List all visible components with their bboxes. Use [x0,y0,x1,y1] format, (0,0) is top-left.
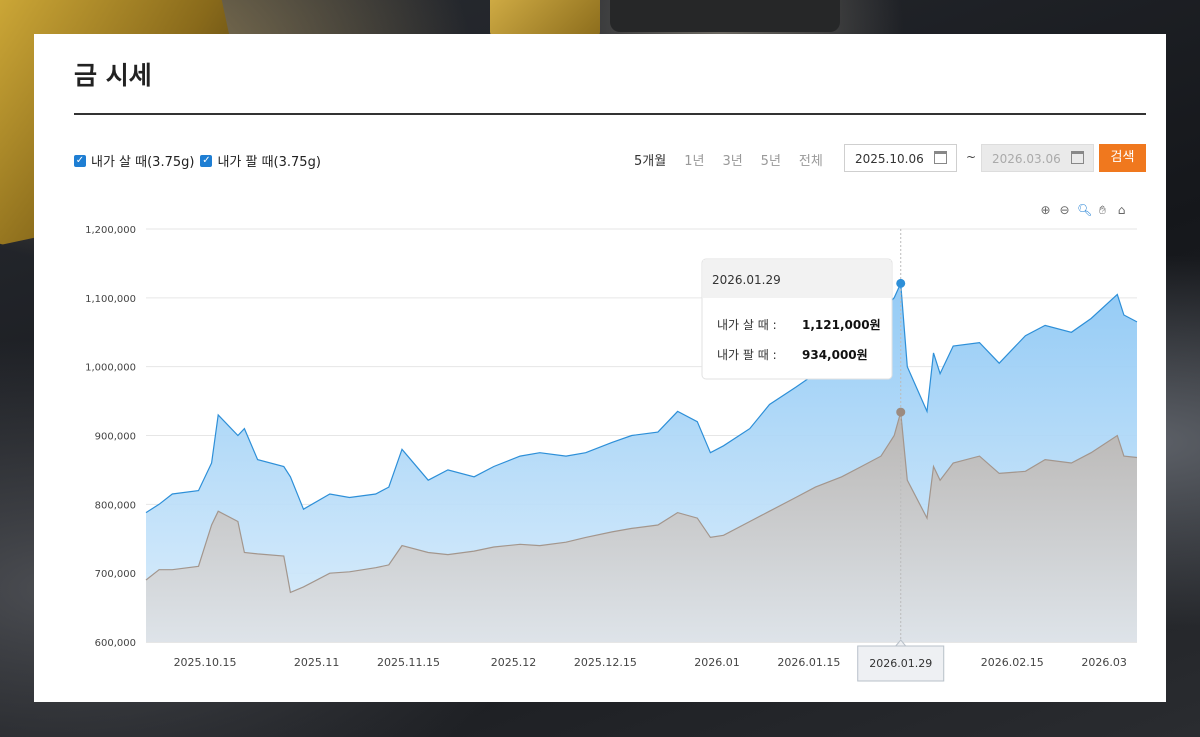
crosshair-label: 2026.01.29 [869,657,932,670]
y-tick-label: 1,200,000 [85,225,136,236]
x-tick-label: 2026.01 [694,656,740,669]
pan-hand-icon[interactable]: ✋︎ [1099,203,1106,217]
date-from-input[interactable]: 2025.10.06 [844,144,957,172]
y-tick-label: 1,100,000 [85,294,136,305]
date-to-input[interactable]: 2026.03.06 [981,144,1094,172]
tooltip-value: 1,121,000원 [802,318,881,332]
range-tab[interactable]: 3년 [722,154,743,169]
range-tab[interactable]: 전체 [798,154,823,169]
zoom-out-icon[interactable]: ⊖ [1059,203,1070,217]
legend-buy[interactable]: ✓ 내가 살 때(3.75g) [74,151,194,170]
y-tick-label: 700,000 [95,569,136,580]
date-separator: ~ [966,150,977,164]
chart-toolbar: ⊕ ⊖ 🔍︎ ✋︎ ⌂ [1039,204,1128,217]
magnifier-icon[interactable]: 🔍︎ [1077,203,1093,217]
calendar-icon[interactable] [1071,151,1084,164]
x-tick-label: 2025.11.15 [377,656,440,669]
sell-checkbox[interactable]: ✓ [200,154,213,167]
x-tick-label: 2025.12 [491,656,537,669]
x-tick-label: 2026.03 [1081,656,1127,669]
sell-point-marker [896,407,906,417]
y-tick-label: 1,000,000 [85,363,136,374]
title-divider [74,113,1146,115]
buy-series-line [145,283,1138,514]
series-legend: ✓ 내가 살 때(3.75g) ✓ 내가 팔 때(3.75g) [74,151,327,170]
x-tick-label: 2026.02.15 [981,656,1044,669]
date-to-value: 2026.03.06 [992,152,1061,166]
range-tab[interactable]: 5개월 [634,154,667,169]
range-selector: 5개월 1년 3년 5년 전체 [634,150,841,169]
tooltip-label: 내가 살 때 : [717,318,777,332]
sell-series-area [146,412,1137,642]
sell-series-line [145,411,1138,594]
legend-sell[interactable]: ✓ 내가 팔 때(3.75g) [200,151,321,170]
x-tick-label: 2025.12.15 [574,656,637,669]
x-tick-label: 2026.01.15 [777,656,840,669]
buy-checkbox[interactable]: ✓ [74,154,86,167]
crosshair-label-pointer [894,639,907,647]
home-icon[interactable]: ⌂ [1117,203,1126,217]
buy-point-marker [896,278,906,288]
crosshair-label-box [857,645,945,682]
sell-label: 내가 팔 때(3.75g) [217,155,321,170]
tooltip-label: 내가 팔 때 : [717,348,777,362]
search-button[interactable]: 검색 [1099,144,1146,172]
y-tick-label: 600,000 [95,638,136,649]
dark-plate-image [610,0,840,32]
page-title: 금 시세 [74,61,152,90]
tooltip-value: 934,000원 [802,348,868,362]
date-from-value: 2025.10.06 [855,152,924,166]
y-tick-label: 900,000 [95,432,136,443]
x-tick-label: 2025.10.15 [174,656,237,669]
range-tab[interactable]: 5년 [760,154,781,169]
zoom-in-icon[interactable]: ⊕ [1040,203,1051,217]
tooltip-date: 2026.01.29 [712,273,781,287]
buy-label: 내가 살 때(3.75g) [91,155,195,170]
range-tab[interactable]: 1년 [684,154,705,169]
tooltip-header [703,260,891,298]
calendar-icon[interactable] [934,151,947,164]
y-tick-label: 800,000 [95,500,136,511]
x-tick-label: 2025.11 [294,656,340,669]
gold-bar-image [490,0,600,36]
